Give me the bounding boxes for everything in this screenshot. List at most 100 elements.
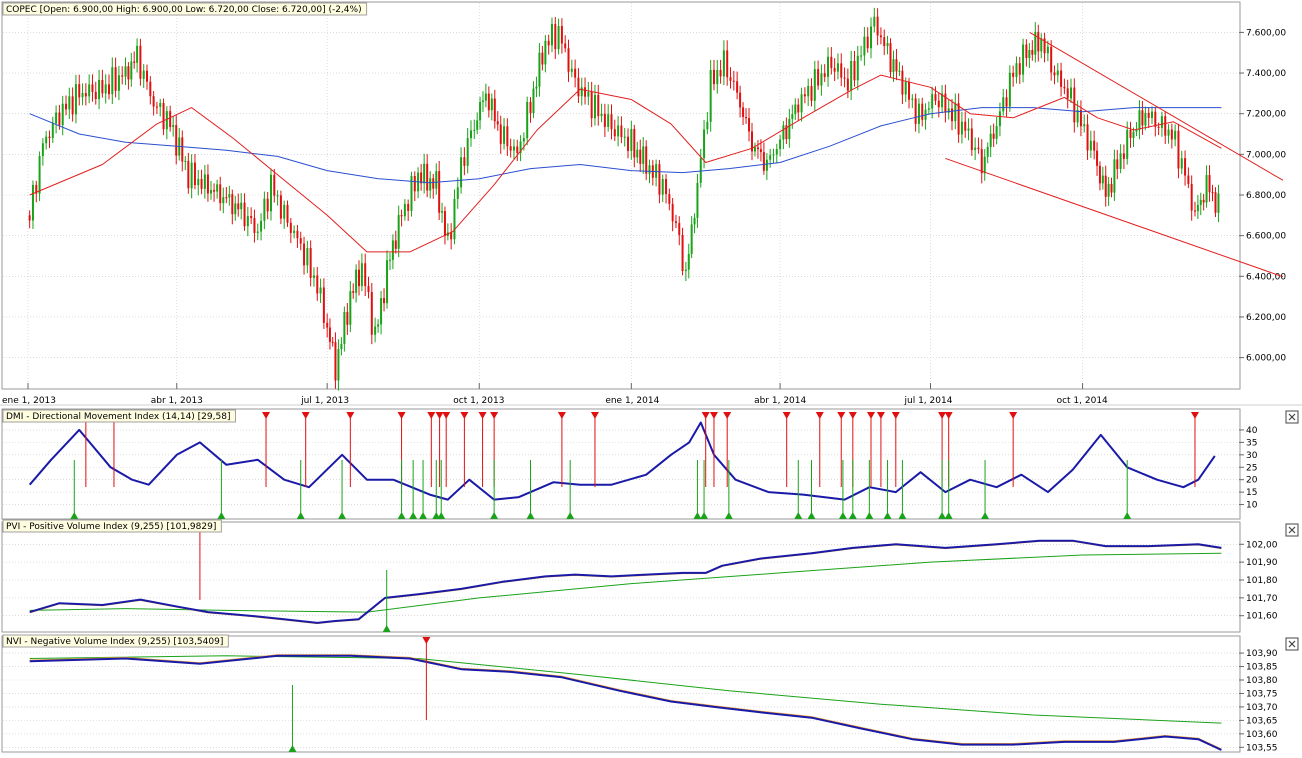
- dmi-buy-signal-marker[interactable]: [409, 512, 418, 519]
- dmi-sell-signal-marker[interactable]: [262, 412, 271, 419]
- candle-up: [989, 133, 992, 147]
- nvi-close-button[interactable]: [1285, 637, 1299, 651]
- dmi-ytick-label: 15: [1246, 488, 1257, 498]
- dmi-ytick-label: 20: [1246, 476, 1258, 486]
- dmi-buy-signal-marker[interactable]: [981, 512, 990, 519]
- dmi-sell-signal-marker[interactable]: [1009, 412, 1018, 419]
- dmi-sell-signal-marker[interactable]: [557, 412, 566, 419]
- dmi-sell-signal-marker[interactable]: [701, 412, 710, 419]
- pvi-signal-line: [29, 552, 1222, 613]
- dmi-sell-signal-marker[interactable]: [944, 412, 953, 419]
- nvi-sell-signal-marker[interactable]: [422, 637, 431, 644]
- dmi-close-button[interactable]: [1285, 410, 1299, 424]
- dmi-sell-signal-marker[interactable]: [590, 412, 599, 419]
- candle-up: [61, 103, 64, 126]
- dmi-sell-signal-marker[interactable]: [709, 412, 718, 419]
- dmi-sell-signal-marker[interactable]: [301, 412, 310, 419]
- dmi-buy-signal-marker[interactable]: [217, 512, 226, 519]
- candle-down: [739, 92, 742, 108]
- pvi-ytick-label: 102,00: [1246, 540, 1278, 550]
- candle-down: [756, 147, 759, 150]
- dmi-sell-signal-marker[interactable]: [938, 412, 947, 419]
- dmi-buy-signal-marker[interactable]: [338, 512, 347, 519]
- dmi-buy-signal-marker[interactable]: [938, 512, 947, 519]
- dmi-sell-signal-marker[interactable]: [397, 412, 406, 419]
- dmi-sell-signal-marker[interactable]: [435, 412, 444, 419]
- dmi-buy-signal-marker[interactable]: [70, 512, 79, 519]
- dmi-buy-signal-marker[interactable]: [700, 512, 709, 519]
- dmi-sell-signal-marker[interactable]: [848, 412, 857, 419]
- candle-down: [1073, 87, 1076, 123]
- dmi-ytick-label: 40: [1246, 426, 1258, 436]
- dmi-buy-signal-marker[interactable]: [794, 512, 803, 519]
- dmi-buy-signal-marker[interactable]: [898, 512, 907, 519]
- candle-up: [904, 82, 907, 95]
- dmi-buy-signal-marker[interactable]: [296, 512, 305, 519]
- price-ytick-label: 7.200,00: [1246, 110, 1286, 120]
- candle-down: [279, 195, 282, 219]
- candle-up: [856, 55, 859, 81]
- candle-up: [124, 66, 127, 77]
- candle-up: [349, 291, 352, 325]
- candle-down: [817, 69, 820, 86]
- dmi-sell-signal-marker[interactable]: [891, 412, 900, 419]
- dmi-buy-signal-marker[interactable]: [865, 512, 874, 519]
- candle-down: [400, 215, 403, 217]
- nvi-plot-area[interactable]: [1, 635, 1241, 753]
- candle-up: [380, 298, 383, 325]
- dmi-sell-signal-marker[interactable]: [867, 412, 876, 419]
- price-plot-area[interactable]: [1, 1, 1241, 390]
- dmi-buy-signal-marker[interactable]: [397, 512, 406, 519]
- dmi-sell-signal-marker[interactable]: [346, 412, 355, 419]
- dmi-sell-signal-marker[interactable]: [782, 412, 791, 419]
- dmi-buy-signal-marker[interactable]: [566, 512, 575, 519]
- dmi-buy-signal-marker[interactable]: [419, 512, 428, 519]
- dmi-sell-signal-marker[interactable]: [490, 412, 499, 419]
- candle-down: [671, 203, 674, 222]
- dmi-buy-signal-marker[interactable]: [490, 512, 499, 519]
- candle-up: [820, 73, 823, 86]
- candle-up: [1107, 183, 1110, 197]
- dmi-buy-signal-marker[interactable]: [848, 512, 857, 519]
- candle-down: [91, 84, 94, 92]
- pvi-close-button[interactable]: [1285, 523, 1299, 537]
- candle-up: [1167, 129, 1170, 136]
- candle-down: [1202, 199, 1205, 203]
- candle-down: [181, 137, 184, 162]
- candle-up: [1135, 129, 1138, 132]
- dmi-buy-signal-marker[interactable]: [838, 512, 847, 519]
- dmi-buy-signal-marker[interactable]: [883, 512, 892, 519]
- dmi-sell-signal-marker[interactable]: [442, 412, 451, 419]
- dmi-sell-signal-marker[interactable]: [723, 412, 732, 419]
- candle-up: [319, 287, 322, 294]
- dmi-sell-signal-marker[interactable]: [876, 412, 885, 419]
- dmi-buy-signal-marker[interactable]: [944, 512, 953, 519]
- dmi-sell-signal-marker[interactable]: [478, 412, 487, 419]
- dmi-buy-signal-marker[interactable]: [693, 512, 702, 519]
- dmi-buy-signal-marker[interactable]: [724, 512, 733, 519]
- dmi-sell-signal-marker[interactable]: [837, 412, 846, 419]
- dmi-buy-signal-marker[interactable]: [526, 512, 535, 519]
- nvi-title: NVI - Negative Volume Index (9,255) [103…: [6, 637, 223, 647]
- candle-down: [964, 121, 967, 131]
- candle-up: [293, 230, 296, 233]
- dmi-sell-signal-marker[interactable]: [427, 412, 436, 419]
- dmi-sell-signal-marker[interactable]: [460, 412, 469, 419]
- dmi-sell-signal-marker[interactable]: [815, 412, 824, 419]
- candle-up: [460, 157, 463, 188]
- candle-up: [1002, 97, 1005, 112]
- dmi-buy-signal-marker[interactable]: [1123, 512, 1132, 519]
- candle-down: [352, 291, 355, 293]
- candle-up: [886, 43, 889, 47]
- candle-down: [1012, 72, 1015, 77]
- candle-down: [299, 238, 302, 244]
- pvi-buy-signal-marker[interactable]: [382, 625, 391, 632]
- nvi-buy-signal-marker[interactable]: [288, 745, 297, 752]
- dmi-buy-signal-marker[interactable]: [437, 512, 446, 519]
- candle-up: [648, 165, 651, 174]
- pvi-title-box: [2, 519, 222, 533]
- dmi-plot-area[interactable]: [1, 408, 1241, 520]
- dmi-sell-signal-marker[interactable]: [1190, 412, 1199, 419]
- dmi-buy-signal-marker[interactable]: [807, 512, 816, 519]
